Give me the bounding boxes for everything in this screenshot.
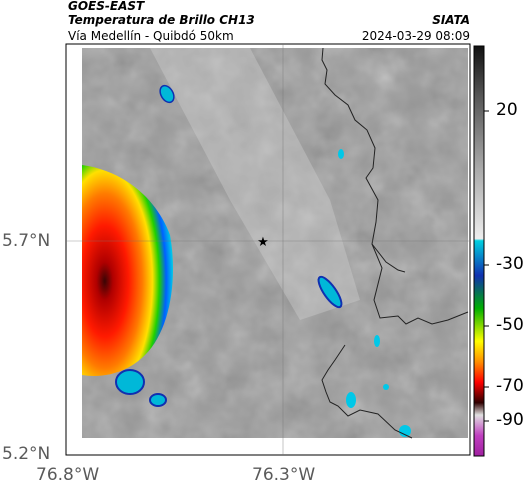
cloud-band [150, 48, 360, 320]
cloud-cell [399, 425, 411, 437]
colorbar-label: -90 [496, 410, 524, 430]
cloud-cell [317, 275, 343, 309]
cloud-cell [159, 84, 175, 104]
colorbar-ticks [484, 110, 489, 422]
cloud-cell [374, 335, 380, 347]
product-title: Temperatura de Brillo CH13 [68, 13, 255, 27]
cloud-cell [115, 369, 145, 395]
timestamp-label: 2024-03-29 08:09 [361, 29, 470, 43]
colorbar-label: 20 [496, 100, 518, 120]
lon-tick-label: 76.8°W [36, 465, 100, 485]
no-data-strip [82, 438, 468, 454]
colorbar-label: -30 [496, 254, 524, 274]
border-line [321, 47, 406, 273]
colorbar [473, 45, 485, 457]
cloud-cell [338, 149, 344, 159]
lon-tick-label: 76.3°W [252, 465, 316, 485]
colorbar-label: -50 [496, 315, 524, 335]
lat-tick-label: 5.7°N [2, 231, 51, 251]
colorbar-label: -70 [496, 376, 524, 396]
star-marker-icon: ★ [257, 235, 269, 250]
agency-label: SIATA [432, 13, 470, 27]
satellite-label: GOES-EAST [68, 0, 145, 13]
border-line [371, 243, 469, 325]
storm-cell [82, 165, 173, 376]
border-line [321, 344, 413, 439]
cloud-cell [383, 384, 389, 390]
cloud-cell [149, 393, 167, 407]
lat-tick-label: 5.2°N [2, 444, 51, 464]
cloud-cell [346, 392, 356, 408]
region-label: Vía Medellín - Quibdó 50km [68, 29, 234, 43]
